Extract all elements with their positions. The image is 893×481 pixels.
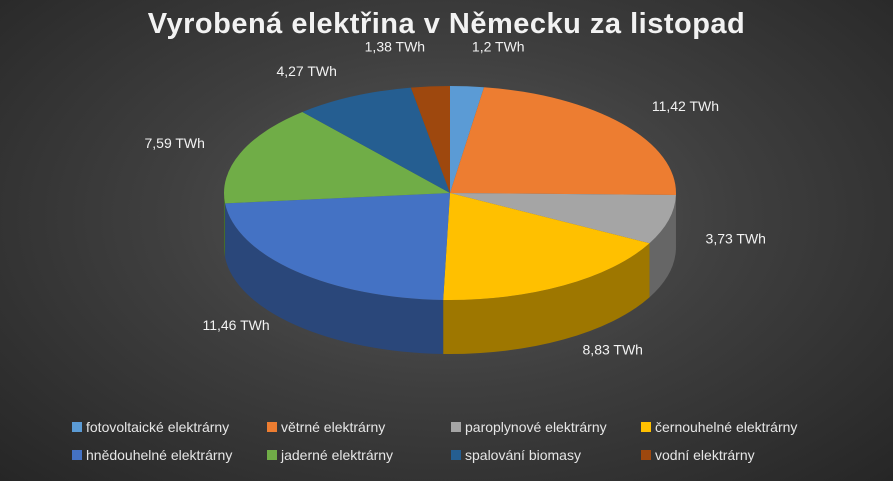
legend-label: spalování biomasy [465,447,581,463]
pie-side-4 [225,203,444,354]
data-label-6: 4,27 TWh [276,63,336,79]
pie-slice-0 [450,86,485,193]
pie-slice-6 [302,87,450,193]
legend-item-jaderne: jaderné elektrárny [267,447,451,463]
legend-label: hnědouhelné elektrárny [86,447,233,463]
legend-item-cernouhelne: černouhelné elektrárny [641,419,831,435]
legend-item-biomasa: spalování biomasy [451,447,641,463]
data-label-1: 11,42 TWh [652,98,719,114]
data-label-2: 3,73 TWh [706,230,766,246]
data-label-4: 11,46 TWh [202,317,269,333]
legend-item-paroplynove: paroplynové elektrárny [451,419,641,435]
data-label-0: 1,2 TWh [472,38,525,54]
legend-swatch-biomasa [451,450,461,460]
legend-label: černouhelné elektrárny [655,419,798,435]
pie-sides [224,193,676,354]
legend-swatch-paroplynove [451,422,461,432]
pie-slice-2 [450,193,676,244]
legend-label: fotovoltaické elektrárny [86,419,230,435]
pie-side-3 [443,243,650,354]
legend-label: větrné elektrárny [281,419,386,435]
pie-top [224,86,676,300]
pie-slice-1 [450,87,676,196]
legend: fotovoltaické elektrárny větrné elektrár… [72,419,852,463]
legend-swatch-jaderne [267,450,277,460]
pie-slice-5 [224,111,450,204]
legend-swatch-vetrne [267,422,277,432]
legend-swatch-hnedouhelne [72,450,82,460]
legend-item-vodni: vodní elektrárny [641,447,831,463]
legend-label: paroplynové elektrárny [465,419,607,435]
pie-slice-7 [410,86,450,193]
legend-label: jaderné elektrárny [281,447,394,463]
chart-title: Vyrobená elektřina v Německu za listopad [147,8,746,40]
data-label-7: 1,38 TWh [365,39,425,55]
legend-swatch-fotovoltaicke [72,422,82,432]
legend-swatch-vodni [641,450,651,460]
legend-label: vodní elektrárny [655,447,755,463]
data-labels: 1,2 TWh 11,42 TWh 3,73 TWh 8,83 TWh 11,46 TW… [144,38,765,357]
pie-side-2 [649,195,676,298]
data-label-5: 7,59 TWh [144,135,204,151]
pie-slice-4 [225,193,450,300]
legend-item-vetrne: větrné elektrárny [267,419,451,435]
data-label-3: 8,83 TWh [583,341,643,357]
legend-item-fotovoltaicke: fotovoltaické elektrárny [72,419,267,435]
legend-swatch-cernouhelne [641,422,651,432]
pie-slice-3 [443,193,650,300]
pie-chart: 1,2 TWh 11,42 TWh 3,73 TWh 8,83 TWh 11,46 TW… [144,38,765,357]
pie-side-5 [224,193,226,258]
legend-item-hnedouhelne: hnědouhelné elektrárny [72,447,267,463]
